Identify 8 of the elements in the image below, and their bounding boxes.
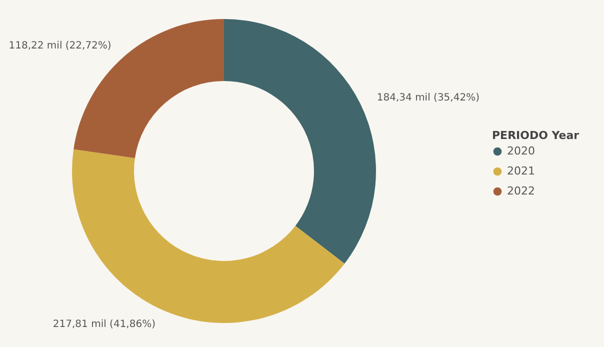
donut-slice: [224, 19, 376, 264]
data-label: 118,22 mil (22,72%): [8, 40, 112, 52]
legend-title: PERIODO Year: [492, 129, 580, 142]
data-label: 184,34 mil (35,42%): [376, 92, 480, 104]
legend-label: 2021: [507, 164, 535, 178]
legend-label: 2020: [507, 144, 535, 158]
legend-label: 2022: [507, 184, 535, 198]
data-label: 217,81 mil (41,86%): [52, 318, 156, 330]
